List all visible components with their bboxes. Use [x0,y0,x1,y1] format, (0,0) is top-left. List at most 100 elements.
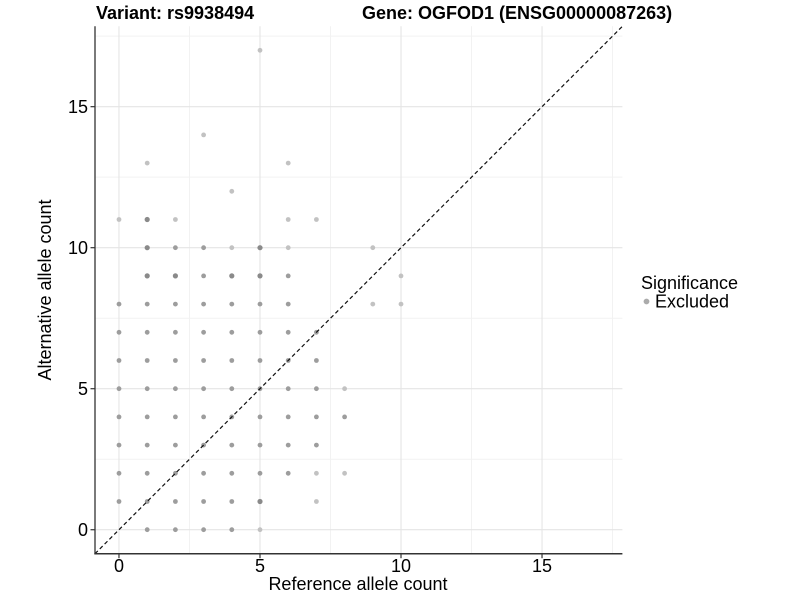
y-tick-label: 5 [78,379,88,399]
data-point [229,527,235,533]
data-point [257,329,263,335]
data-point [116,414,122,420]
legend-title: Significance [641,273,738,293]
axis-lines [94,26,623,555]
data-point [144,527,150,533]
data-point [144,470,150,476]
title-gene: Gene: OGFOD1 (ENSG00000087263) [362,3,672,23]
data-point [144,358,150,363]
data-point [229,358,235,363]
data-point [370,245,376,251]
data-point [116,329,122,335]
x-tick-label: 10 [391,556,411,576]
data-point [314,470,319,476]
data-point [201,386,207,392]
data-point [116,499,122,504]
legend-point-icon [643,298,650,305]
x-tick-label: 5 [255,556,265,576]
data-point [229,386,235,392]
data-point [229,499,235,504]
identity-line [94,25,623,555]
data-point [201,499,207,504]
data-point [285,386,291,392]
data-point [173,217,178,222]
data-point [201,329,207,335]
data-point [144,442,150,448]
data-point [201,301,207,307]
data-point [173,527,178,533]
data-point [370,301,376,307]
data-point [285,329,291,335]
data-point [201,414,207,420]
data-point [144,386,150,392]
tick-marks [90,106,543,559]
data-point [257,470,263,476]
legend-item-label: Excluded [655,292,729,312]
title-variant: Variant: rs9938494 [96,3,254,23]
y-axis-title: Alternative allele count [35,199,55,380]
data-point [229,273,235,279]
x-axis-title: Reference allele count [268,574,447,594]
data-point [257,301,263,307]
data-point [144,273,150,279]
data-point [285,414,291,420]
data-point [173,245,178,251]
legend: Significance Excluded [641,273,738,312]
data-point [398,301,404,307]
data-point [257,442,263,448]
data-point [116,386,122,392]
data-point [201,132,207,138]
y-tick-label: 0 [78,520,88,540]
data-point [257,358,263,363]
data-point [201,470,207,476]
data-point [257,47,263,53]
data-point [201,527,207,533]
major-gridlines [95,26,623,554]
data-point [229,245,235,251]
data-point [342,470,347,476]
data-point [173,386,178,392]
x-tick-label: 0 [114,556,124,576]
data-point [314,358,319,363]
data-point [116,217,122,222]
data-point [285,245,291,251]
data-point [144,160,150,166]
data-point [173,301,178,307]
y-tick-label: 10 [68,238,88,258]
data-point [342,386,347,392]
data-point [398,273,404,279]
data-point [173,442,178,448]
data-point [285,273,291,279]
data-point [314,386,319,392]
data-point [116,442,122,448]
data-point [172,273,178,279]
data-point [201,358,207,363]
data-point [285,301,291,307]
data-point [116,470,122,476]
data-point [144,301,150,307]
data-point [116,301,122,307]
data-point [144,414,150,420]
data-point [257,245,263,251]
data-point [116,358,122,363]
data-point [257,498,263,505]
x-tick-label: 15 [532,556,552,576]
data-point [173,414,178,420]
data-point [173,358,178,363]
data-point [285,160,291,166]
data-point [342,414,347,420]
data-point [314,499,319,504]
data-point [144,216,150,223]
data-point [285,470,291,476]
data-point [257,273,263,279]
data-point [229,470,235,476]
data-point [229,442,235,448]
data-point [201,273,207,279]
data-point [257,527,263,533]
data-point [285,217,291,222]
data-point [201,245,207,251]
tick-labels: 0 5 10 15 0 5 10 15 [68,97,552,576]
data-point [173,329,178,335]
